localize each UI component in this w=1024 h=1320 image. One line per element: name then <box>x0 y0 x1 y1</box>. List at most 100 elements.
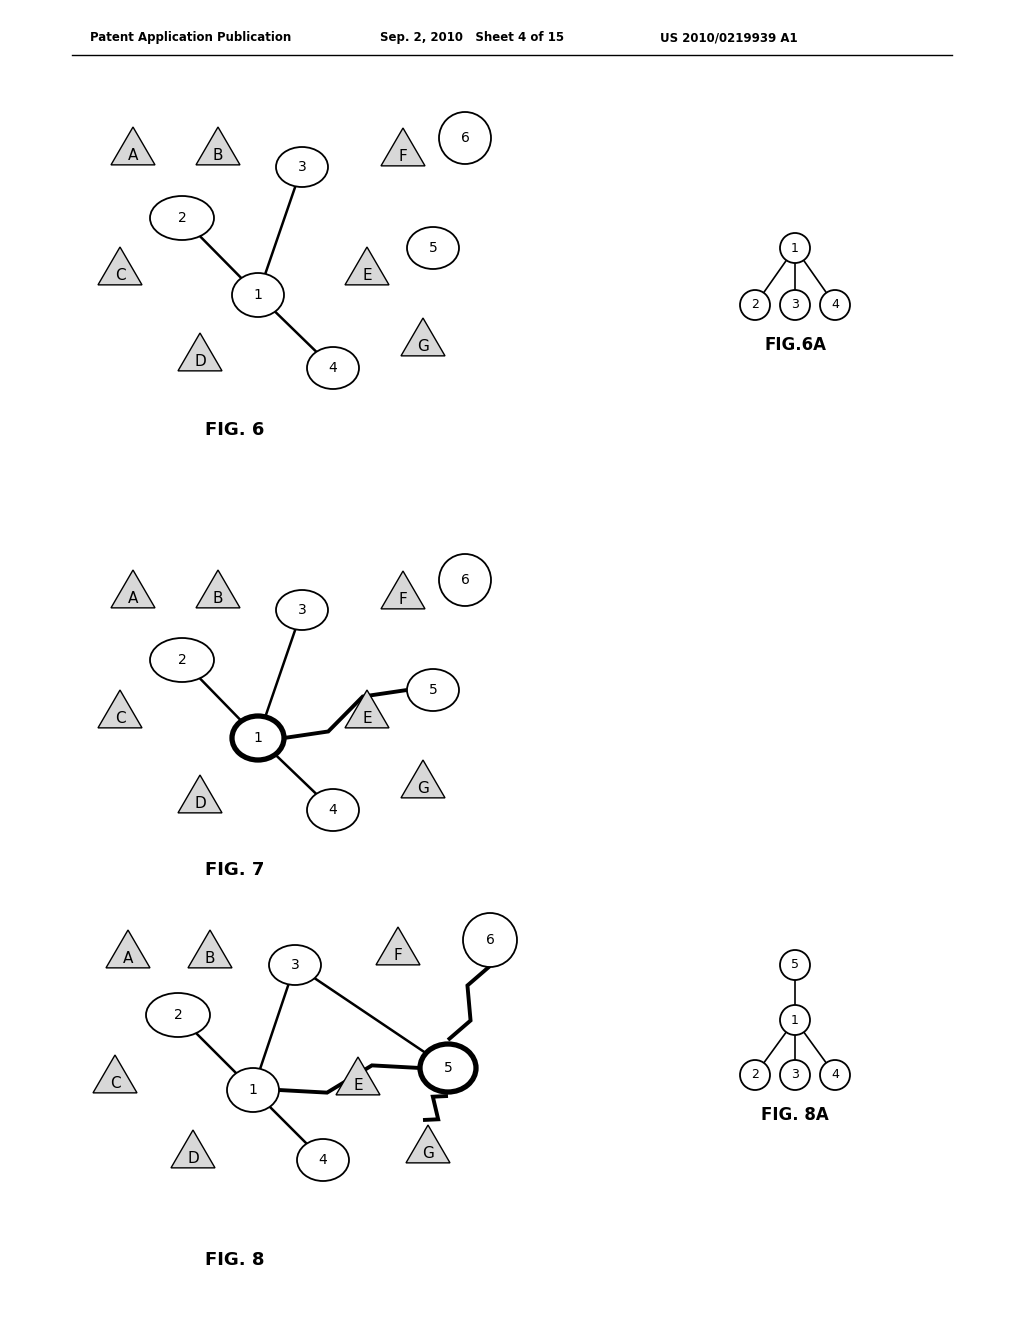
Text: 2: 2 <box>174 1008 182 1022</box>
Polygon shape <box>93 1055 137 1093</box>
Text: E: E <box>362 268 372 282</box>
Text: 5: 5 <box>429 682 437 697</box>
Text: 2: 2 <box>177 211 186 224</box>
Ellipse shape <box>232 273 284 317</box>
Ellipse shape <box>227 1068 279 1111</box>
Text: F: F <box>393 948 402 962</box>
Text: C: C <box>115 710 125 726</box>
Polygon shape <box>178 775 222 813</box>
Text: C: C <box>110 1076 120 1090</box>
Text: 4: 4 <box>831 1068 839 1081</box>
Circle shape <box>463 913 517 968</box>
Text: 1: 1 <box>254 288 262 302</box>
Text: US 2010/0219939 A1: US 2010/0219939 A1 <box>660 32 798 45</box>
Circle shape <box>820 290 850 319</box>
Text: 3: 3 <box>792 1068 799 1081</box>
Circle shape <box>740 1060 770 1090</box>
Polygon shape <box>106 931 150 968</box>
Text: 3: 3 <box>298 160 306 174</box>
Circle shape <box>820 1060 850 1090</box>
Text: 1: 1 <box>249 1082 257 1097</box>
Circle shape <box>780 1060 810 1090</box>
Ellipse shape <box>307 347 359 389</box>
Text: C: C <box>115 268 125 282</box>
Circle shape <box>439 112 490 164</box>
Text: 1: 1 <box>792 1014 799 1027</box>
Text: 6: 6 <box>485 933 495 946</box>
Text: 6: 6 <box>461 131 469 145</box>
Ellipse shape <box>146 993 210 1038</box>
Polygon shape <box>401 318 445 356</box>
Polygon shape <box>178 333 222 371</box>
Ellipse shape <box>150 638 214 682</box>
Polygon shape <box>196 127 240 165</box>
Polygon shape <box>111 127 155 165</box>
Text: 5: 5 <box>443 1061 453 1074</box>
Circle shape <box>780 290 810 319</box>
Polygon shape <box>188 931 232 968</box>
Text: 6: 6 <box>461 573 469 587</box>
Polygon shape <box>401 760 445 797</box>
Polygon shape <box>98 690 142 727</box>
Text: G: G <box>422 1146 434 1160</box>
Polygon shape <box>98 247 142 285</box>
Text: 4: 4 <box>831 298 839 312</box>
Text: 1: 1 <box>254 731 262 744</box>
Text: 4: 4 <box>318 1152 328 1167</box>
Circle shape <box>740 290 770 319</box>
Text: 3: 3 <box>291 958 299 972</box>
Text: 3: 3 <box>792 298 799 312</box>
Text: B: B <box>213 590 223 606</box>
Ellipse shape <box>407 669 459 711</box>
Polygon shape <box>345 247 389 285</box>
Text: 3: 3 <box>298 603 306 616</box>
Polygon shape <box>111 570 155 609</box>
Polygon shape <box>406 1125 450 1163</box>
Text: 2: 2 <box>751 298 759 312</box>
Text: E: E <box>353 1077 362 1093</box>
Polygon shape <box>381 128 425 166</box>
Text: 5: 5 <box>791 958 799 972</box>
Circle shape <box>780 950 810 979</box>
Polygon shape <box>381 572 425 609</box>
Text: FIG. 8: FIG. 8 <box>205 1251 265 1269</box>
Text: FIG. 7: FIG. 7 <box>206 861 264 879</box>
Text: F: F <box>398 591 408 606</box>
Text: FIG. 8A: FIG. 8A <box>761 1106 828 1125</box>
Text: 2: 2 <box>177 653 186 667</box>
Text: A: A <box>128 590 138 606</box>
Text: B: B <box>205 950 215 965</box>
Circle shape <box>780 234 810 263</box>
Text: G: G <box>417 780 429 796</box>
Text: 1: 1 <box>792 242 799 255</box>
Text: 4: 4 <box>329 803 337 817</box>
Ellipse shape <box>420 1044 476 1092</box>
Circle shape <box>780 1005 810 1035</box>
Text: D: D <box>195 796 206 810</box>
Text: G: G <box>417 338 429 354</box>
Text: F: F <box>398 149 408 164</box>
Ellipse shape <box>150 195 214 240</box>
Text: A: A <box>123 950 133 965</box>
Text: E: E <box>362 710 372 726</box>
Ellipse shape <box>407 227 459 269</box>
Ellipse shape <box>297 1139 349 1181</box>
Text: B: B <box>213 148 223 162</box>
Text: D: D <box>195 354 206 368</box>
Text: FIG.6A: FIG.6A <box>764 337 826 354</box>
Text: D: D <box>187 1151 199 1166</box>
Ellipse shape <box>276 147 328 187</box>
Polygon shape <box>171 1130 215 1168</box>
Text: 2: 2 <box>751 1068 759 1081</box>
Ellipse shape <box>269 945 321 985</box>
Ellipse shape <box>232 715 284 760</box>
Polygon shape <box>196 570 240 609</box>
Polygon shape <box>336 1057 380 1094</box>
Polygon shape <box>345 690 389 727</box>
Text: Patent Application Publication: Patent Application Publication <box>90 32 291 45</box>
Text: FIG. 6: FIG. 6 <box>206 421 264 440</box>
Text: 5: 5 <box>429 242 437 255</box>
Text: 4: 4 <box>329 360 337 375</box>
Polygon shape <box>376 927 420 965</box>
Ellipse shape <box>276 590 328 630</box>
